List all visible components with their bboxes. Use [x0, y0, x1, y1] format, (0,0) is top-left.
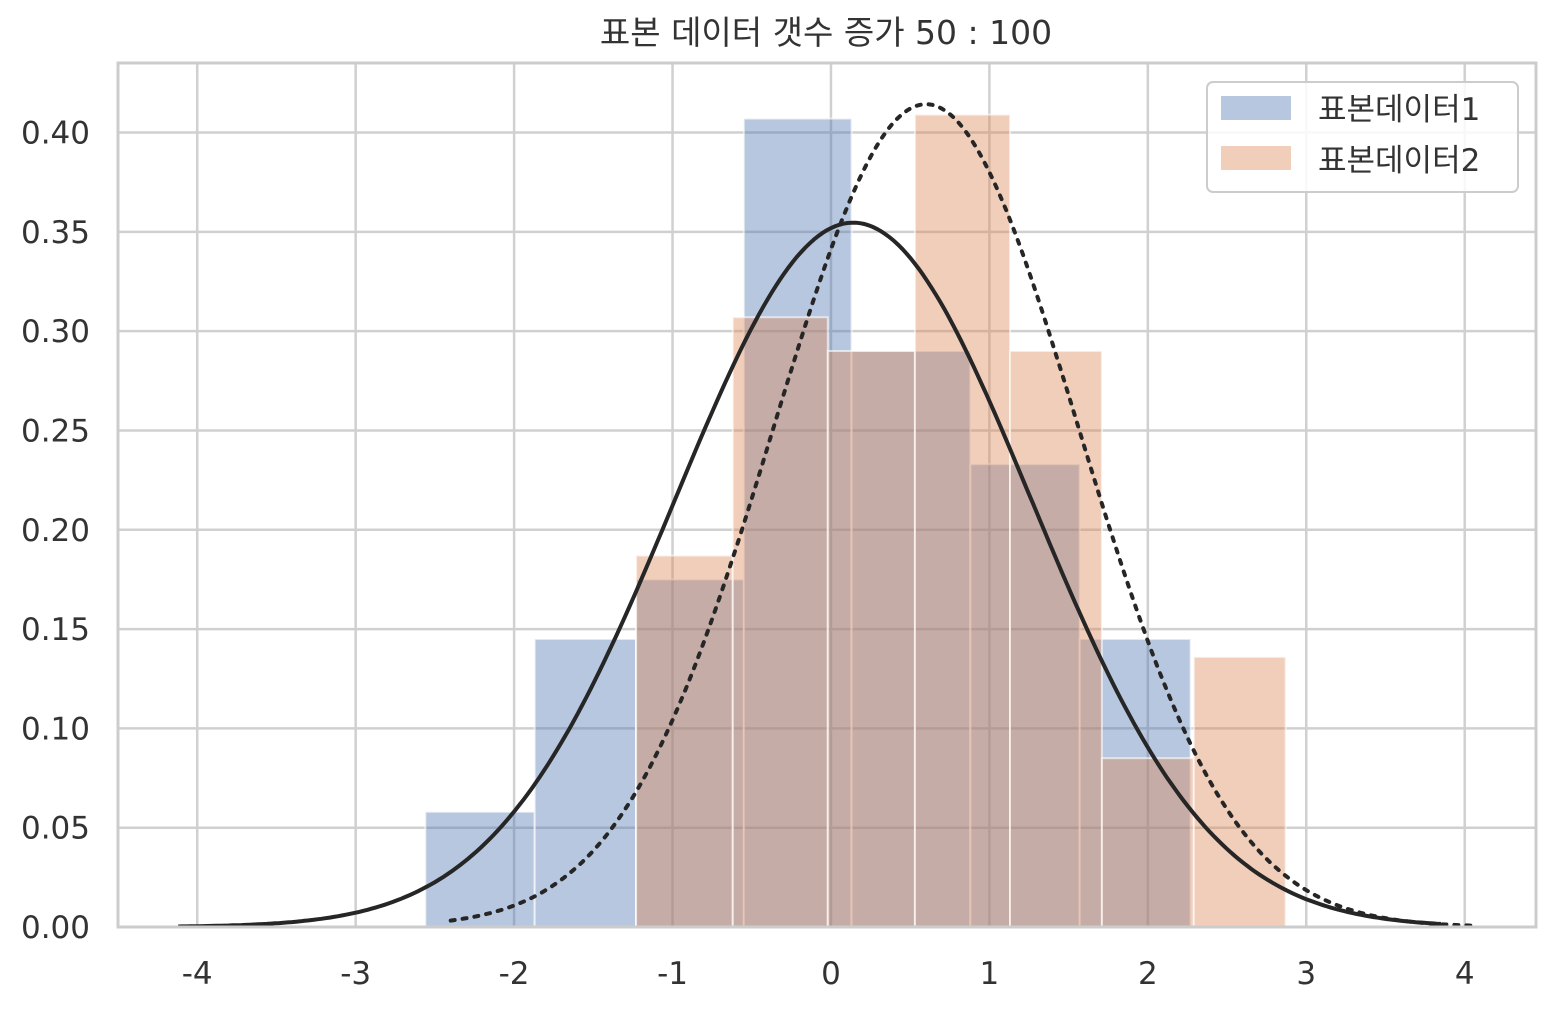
legend-label-series-1: 표본데이터1: [1318, 92, 1480, 128]
x-tick-label: -2: [499, 956, 530, 992]
x-tick-label: -3: [340, 956, 371, 992]
y-tick-label: 0.20: [21, 513, 90, 549]
histogram-bar-series-1: [424, 810, 536, 928]
y-tick-label: 0.00: [21, 910, 90, 946]
histogram-bar-series-1: [635, 578, 745, 929]
plot-border: [116, 61, 1538, 929]
histogram-bar-series-2: [731, 316, 829, 928]
histogram-bar-series-2: [1008, 350, 1103, 928]
histogram-bar-series-2: [826, 350, 916, 928]
density-curves: [178, 102, 1475, 929]
legend-label-series-2: 표본데이터2: [1318, 143, 1480, 179]
chart-title: 표본 데이터 갯수 증가 50 : 100: [600, 13, 1052, 52]
histogram-bar-series-1: [850, 350, 972, 928]
legend-box: [1206, 81, 1519, 193]
histogram-bar-series-1: [533, 638, 638, 928]
histogram-bar-series-2: [635, 554, 734, 928]
x-tick-label: 0: [821, 956, 841, 992]
y-tick-label: 0.30: [21, 314, 90, 350]
y-tick-label: 0.25: [21, 413, 90, 449]
histogram-bar-series-2: [913, 113, 1011, 929]
histogram-bars: [424, 113, 1287, 929]
density-curve-solid: [178, 220, 1441, 929]
x-tick-label: 4: [1455, 956, 1475, 992]
legend-swatch-series-1: [1221, 96, 1291, 120]
x-tick-label: 2: [1138, 956, 1158, 992]
y-tick-label: 0.40: [21, 116, 90, 152]
x-tick-label: -1: [657, 956, 688, 992]
histogram-bar-series-2: [1192, 655, 1287, 928]
y-tick-label: 0.35: [21, 215, 90, 251]
histogram-bar-series-2: [1100, 757, 1195, 929]
x-tick-label: -4: [182, 956, 213, 992]
x-tick-label: 3: [1296, 956, 1316, 992]
legend-swatch-series-2: [1221, 146, 1291, 170]
x-tick-label: 1: [980, 956, 1000, 992]
tick-labels: -4 -3 -2 -1 0 1 2 3 4 0.00 0.05 0.10 0.15 0.20 0.25 0.3…: [21, 116, 1475, 992]
y-tick-label: 0.10: [21, 711, 90, 747]
legend: 표본데이터1 표본데이터2: [1206, 81, 1519, 193]
y-tick-label: 0.15: [21, 612, 90, 648]
density-curve-dotted: [448, 102, 1475, 928]
y-tick-label: 0.05: [21, 811, 90, 847]
